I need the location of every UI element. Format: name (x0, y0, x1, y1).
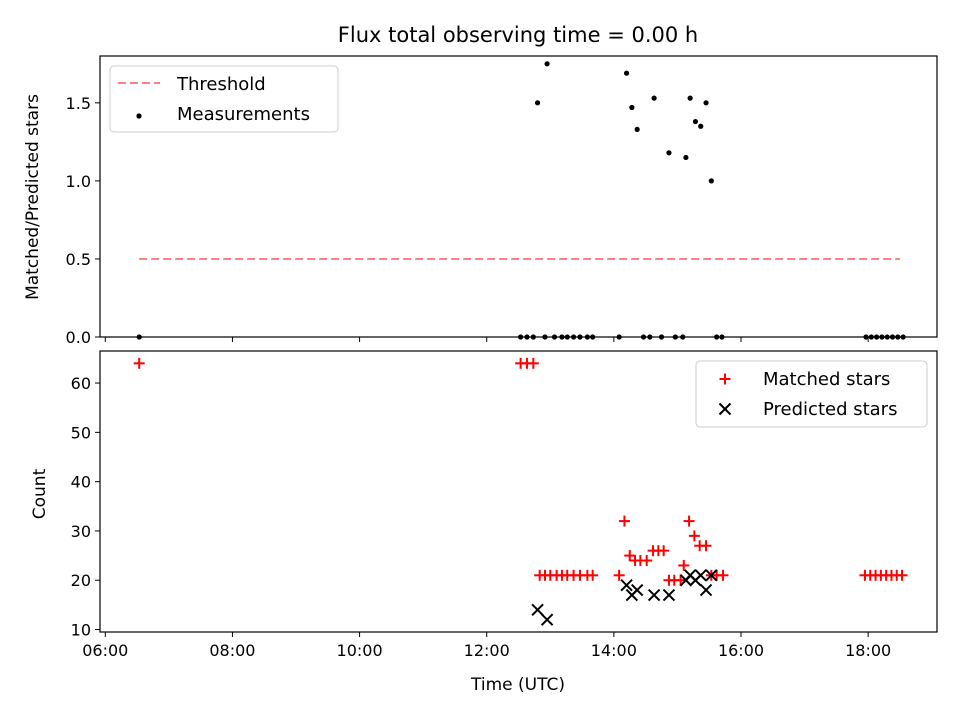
top-axes-frame (99, 55, 938, 338)
measurement-point (534, 100, 541, 106)
top-y-tick-label: 1.5 (66, 94, 91, 113)
matched-star-point (613, 569, 625, 581)
predicted-star-point (531, 603, 544, 617)
top-y-tick-label: 0.0 (66, 328, 91, 347)
legend-measurements-label: Measurements (177, 104, 310, 125)
legend-threshold-label: Threshold (176, 74, 266, 95)
bottom-axes-frame (99, 350, 938, 633)
legend-matched-swatch (719, 373, 731, 385)
bottom-plot-area (133, 357, 908, 626)
matched-star-point (688, 530, 700, 542)
legend-matched-marker (719, 373, 731, 385)
bottom-y-tick-label: 20 (71, 571, 91, 590)
matched-star-point (133, 357, 145, 369)
predicted-star-point (647, 588, 661, 602)
predicted-star-point-b (620, 578, 633, 592)
legend-predicted-marker-b (718, 402, 732, 416)
predicted-star-point (630, 583, 644, 597)
bottom-y-tick-label: 60 (71, 374, 91, 393)
chart-title: Flux total observing time = 0.00 h (338, 23, 698, 47)
top-y-axis-label: Matched/Predicted stars (23, 94, 43, 300)
legend-predicted-marker (718, 402, 732, 416)
predicted-star-point (694, 569, 707, 582)
x-tick-label: 06:00 (82, 641, 128, 660)
predicted-star-point-b (630, 583, 644, 597)
bottom-y-tick-label: 30 (71, 522, 91, 541)
measurement-point (698, 123, 704, 129)
top-y-tick-label: 1.0 (66, 172, 91, 191)
legend-measurements-swatch (136, 113, 142, 119)
measurement-point (692, 118, 699, 125)
predicted-star-point-b (694, 569, 707, 582)
matched-star-point (658, 545, 670, 557)
top-y-tick-label: 0.5 (66, 250, 91, 269)
bottom-y-tick-label: 50 (71, 423, 91, 442)
bottom-y-ticks: 10 20 30 40 50 60 (71, 374, 100, 640)
x-axis-label: Time (UTC) (470, 675, 565, 695)
x-tick-label: 18:00 (845, 641, 891, 660)
measurement-point (623, 70, 630, 76)
matched-star-point (641, 555, 653, 567)
measurement-point (666, 150, 672, 156)
top-legend-frame (109, 65, 339, 133)
bottom-legend-frame (695, 360, 928, 428)
matched-star-point (527, 357, 539, 369)
predicted-star-point (705, 569, 718, 582)
matched-star-point (587, 569, 599, 581)
matched-star-point (618, 515, 630, 527)
top-legend: Threshold Measurements (109, 65, 339, 133)
predicted-star-point (662, 588, 676, 602)
predicted-star-point-b (705, 569, 718, 582)
predicted-star-point-b (699, 583, 713, 597)
matched-star-point (717, 569, 729, 581)
measurement-point (634, 126, 640, 132)
bottom-y-tick-label: 40 (71, 473, 91, 492)
measurement-point (651, 95, 657, 101)
measurement-point (683, 154, 689, 161)
x-tick-label: 14:00 (591, 641, 637, 660)
measurement-point (708, 178, 714, 184)
legend-predicted-label: Predicted stars (763, 399, 897, 420)
predicted-star-point (540, 613, 554, 626)
matched-star-point (700, 540, 712, 552)
measurement-point (687, 95, 693, 101)
x-tick-label: 10:00 (337, 641, 383, 660)
predicted-star-point (620, 578, 633, 592)
measurement-point (629, 104, 635, 111)
top-y-ticks: 0.0 0.5 1.0 1.5 (66, 94, 100, 347)
measurement-point (703, 100, 709, 106)
predicted-star-point (699, 583, 713, 597)
measurement-point (544, 61, 550, 67)
matched-star-point (896, 569, 908, 581)
matched-star-point (683, 515, 695, 527)
matched-star-point (624, 550, 636, 562)
bottom-y-tick-label: 10 (71, 621, 91, 640)
predicted-star-point-b (531, 603, 544, 617)
matched-star-point (678, 559, 690, 571)
x-tick-label: 12:00 (464, 641, 510, 660)
top-x-ticks (104, 337, 869, 342)
x-tick-label: 16:00 (718, 641, 764, 660)
predicted-star-point-b (647, 588, 661, 602)
predicted-star-point-b (662, 588, 676, 602)
legend-predicted-swatch (718, 402, 732, 416)
predicted-star-point-b (540, 613, 554, 626)
legend-matched-label: Matched stars (763, 369, 890, 390)
bottom-legend: Matched stars Predicted stars (695, 360, 928, 428)
bottom-y-axis-label: Count (30, 468, 50, 519)
top-panel: Flux total observing time = 0.00 h 0.00.… (23, 23, 938, 347)
bottom-x-ticks: 06:00 08:00 10:00 12:00 14:00 16:00 18:00 (82, 632, 891, 660)
x-tick-label: 08:00 (209, 641, 255, 660)
bottom-panel: 10 20 30 40 50 60 06:00 08:00 10:00 12:00 14:00 16… (30, 350, 938, 695)
